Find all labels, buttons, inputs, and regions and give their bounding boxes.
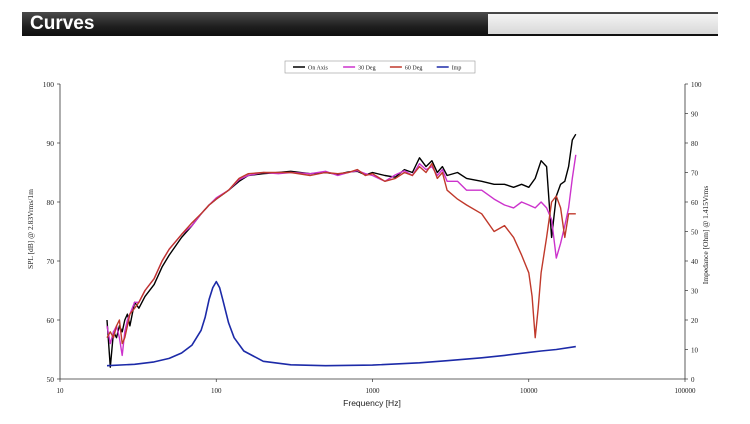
y2-tick-label: 20 <box>691 317 699 325</box>
y2-tick-label: 100 <box>691 81 702 89</box>
axis-ticks: 10 100 1000 10000 10000050607080901000102030… <box>43 80 702 395</box>
section-title: Curves <box>30 13 95 34</box>
chart-legend: On Axis 30 Deg 60 Deg Imp <box>284 60 476 74</box>
x-tick-label: 10000 <box>520 387 538 395</box>
y2-tick-label: 10 <box>691 347 699 355</box>
y-tick-label: 70 <box>47 257 55 266</box>
legend-label: 30 Deg <box>358 66 376 72</box>
section-header-bar: Curves <box>22 12 718 36</box>
y2-tick-label: 0 <box>691 376 695 384</box>
y-tick-label: 60 <box>47 316 55 325</box>
x-tick-label: 10 <box>57 387 65 395</box>
y-tick-label: 80 <box>47 198 55 207</box>
y2-tick-label: 40 <box>691 258 699 266</box>
legend-label: Imp <box>452 66 462 72</box>
legend-label: 60 Deg <box>405 66 423 72</box>
y2-tick-label: 90 <box>691 111 699 119</box>
y2-tick-label: 60 <box>691 199 699 207</box>
legend-label: On Axis <box>308 66 329 72</box>
y-axis-label: SPL [dB] @ 2.83Vrms/1m <box>26 189 35 269</box>
legend-box <box>284 60 476 74</box>
plot-axes <box>59 84 686 380</box>
x-tick-label: 100 <box>211 387 222 395</box>
y2-tick-label: 50 <box>691 229 699 237</box>
series-line-on-axis <box>106 133 577 368</box>
y2-tick-label: 30 <box>691 288 699 296</box>
header-accent-panel <box>488 14 718 34</box>
series-line-60-deg <box>106 162 576 345</box>
y2-tick-label: 70 <box>691 170 699 178</box>
x-tick-label: 1000 <box>366 387 381 395</box>
x-tick-label: 100000 <box>675 387 697 395</box>
y-tick-label: 50 <box>47 375 55 384</box>
y2-axis-label: Impedance [Ohm] @ 1.415Vrms <box>701 186 710 285</box>
series-line-imp <box>106 280 576 367</box>
series-lines <box>106 133 577 368</box>
y-tick-label: 90 <box>47 139 55 148</box>
y2-tick-label: 80 <box>691 140 699 148</box>
y-tick-label: 100 <box>43 80 55 89</box>
x-axis-label: Frequency [Hz] <box>343 398 401 408</box>
